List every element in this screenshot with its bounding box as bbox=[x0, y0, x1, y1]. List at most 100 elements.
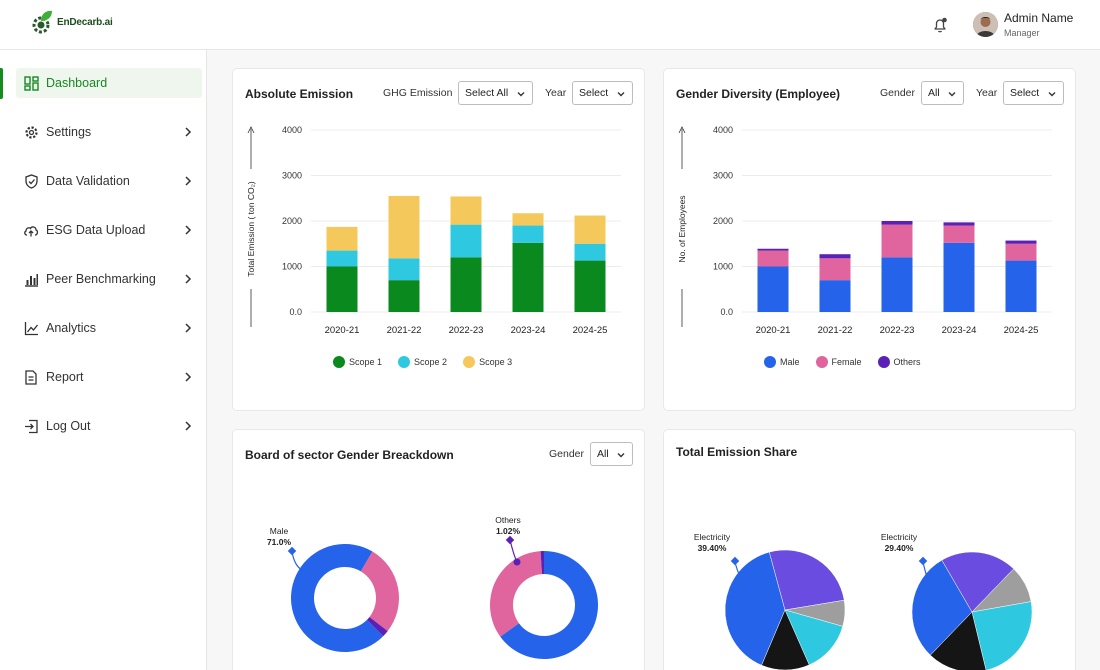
bar-segment-female[interactable] bbox=[819, 258, 851, 281]
chevron-right-icon bbox=[185, 421, 192, 431]
callout-dot bbox=[513, 558, 521, 566]
select-value: All bbox=[928, 87, 940, 99]
sidebar-item-label: ESG Data Upload bbox=[46, 223, 146, 237]
top-header: EnDecarb.ai Admin Name Manager bbox=[0, 0, 1100, 50]
gender-stacked-bar-chart: No. of Employees 0.0 1000 2000 3000 4000 2020-… bbox=[677, 125, 1052, 336]
bar-segment-scope-3[interactable] bbox=[326, 226, 358, 251]
bar-segment-scope-2[interactable] bbox=[450, 224, 482, 258]
bar-segment-others[interactable] bbox=[1005, 240, 1037, 244]
dashboard-icon bbox=[23, 75, 39, 91]
bar-segment-male[interactable] bbox=[819, 280, 851, 312]
x-tick-label: 2023-24 bbox=[511, 325, 546, 336]
callout-label: Electricity bbox=[881, 532, 918, 542]
sidebar-item-esg-data-upload[interactable]: ESG Data Upload bbox=[16, 215, 202, 245]
bar-segment-others[interactable] bbox=[943, 222, 975, 226]
board-gender-breakdown-card: Board of sector Gender Breackdown Gender… bbox=[232, 429, 645, 670]
sidebar-item-data-validation[interactable]: Data Validation bbox=[16, 166, 202, 196]
bar-segment-scope-1[interactable] bbox=[574, 260, 606, 312]
year-select[interactable]: Select bbox=[1003, 81, 1064, 105]
legend-label: Scope 2 bbox=[414, 357, 448, 367]
app-logo[interactable]: EnDecarb.ai bbox=[30, 9, 113, 35]
pie-slice-segment-4[interactable] bbox=[971, 601, 1033, 670]
gender-diversity-card: Gender Diversity (Employee) Gender All Y… bbox=[663, 68, 1076, 411]
pie-slice-male[interactable] bbox=[291, 544, 384, 652]
pie-slice-segment-4[interactable] bbox=[784, 609, 844, 666]
y-axis-arrow-head bbox=[247, 126, 255, 134]
callout-marker bbox=[918, 556, 928, 566]
bar-segment-others[interactable] bbox=[881, 221, 913, 225]
x-tick-label: 2023-24 bbox=[942, 325, 977, 336]
pie-slice-male[interactable] bbox=[500, 551, 598, 659]
pie-slice-segment-2[interactable] bbox=[769, 549, 845, 611]
bar-segment-scope-2[interactable] bbox=[326, 250, 358, 267]
legend-item[interactable]: Male bbox=[764, 356, 800, 368]
bar-segment-female[interactable] bbox=[1005, 243, 1037, 261]
sidebar-item-dashboard[interactable]: Dashboard bbox=[16, 68, 202, 98]
bar-chart-icon bbox=[23, 271, 39, 287]
bar-segment-scope-3[interactable] bbox=[450, 196, 482, 225]
pie-slice-others[interactable] bbox=[366, 617, 388, 637]
pie-slice-electricity[interactable] bbox=[911, 559, 973, 656]
legend-item[interactable]: Scope 3 bbox=[463, 356, 512, 368]
sidebar-item-label: Analytics bbox=[46, 321, 97, 335]
bar-segment-female[interactable] bbox=[757, 250, 789, 267]
bar-segment-scope-1[interactable] bbox=[512, 242, 544, 312]
legend-item[interactable]: Female bbox=[815, 356, 862, 368]
legend-item[interactable]: Scope 2 bbox=[398, 356, 447, 368]
x-tick-label: 2021-22 bbox=[818, 325, 853, 336]
legend-item[interactable]: Scope 1 bbox=[333, 356, 382, 368]
bar-segment-others[interactable] bbox=[757, 248, 789, 251]
bar-segment-scope-1[interactable] bbox=[326, 266, 358, 313]
gender-label: Gender bbox=[549, 448, 585, 460]
gender-select[interactable]: All bbox=[921, 81, 964, 105]
emission-stacked-bar-chart: Total Emission ( ton CO₂) 0.0 1000 2000 3000… bbox=[246, 125, 621, 336]
bar-segment-scope-1[interactable] bbox=[388, 280, 420, 312]
bar-segment-scope-2[interactable] bbox=[512, 225, 544, 243]
gender-select[interactable]: All bbox=[590, 442, 633, 466]
pie-slice-segment-2[interactable] bbox=[941, 551, 1015, 613]
pie-slice-electricity[interactable] bbox=[724, 551, 786, 666]
y-tick-label: 4000 bbox=[282, 125, 302, 135]
pie-slice-others[interactable] bbox=[540, 551, 544, 575]
pie-slice-female[interactable] bbox=[360, 551, 399, 632]
analytics-icon bbox=[23, 320, 39, 336]
chevron-right-icon bbox=[185, 372, 192, 382]
avatar-image bbox=[973, 12, 998, 37]
sidebar-item-log-out[interactable]: Log Out bbox=[16, 411, 202, 441]
chevron-down-icon bbox=[948, 92, 956, 97]
bar-segment-scope-3[interactable] bbox=[512, 213, 544, 226]
active-nav-indicator bbox=[0, 68, 3, 99]
ghg-emission-select[interactable]: Select All bbox=[458, 81, 533, 105]
bar-segment-scope-2[interactable] bbox=[574, 243, 606, 261]
bar-segment-scope-3[interactable] bbox=[388, 195, 420, 259]
user-avatar[interactable] bbox=[973, 12, 998, 37]
y-axis-label: Total Emission ( ton CO₂) bbox=[246, 181, 256, 277]
sidebar-item-settings[interactable]: Settings bbox=[16, 117, 202, 147]
bar-segment-female[interactable] bbox=[881, 224, 913, 258]
select-value: Select bbox=[579, 87, 609, 99]
bar-segment-female[interactable] bbox=[943, 225, 975, 243]
legend-item[interactable]: Others bbox=[877, 356, 921, 368]
bar-segment-male[interactable] bbox=[757, 266, 789, 313]
sidebar-item-analytics[interactable]: Analytics bbox=[16, 313, 202, 343]
pie-slice-female[interactable] bbox=[489, 551, 543, 637]
notification-bell-icon[interactable] bbox=[930, 15, 950, 35]
callout-value: 1.02% bbox=[496, 526, 521, 536]
bar-segment-others[interactable] bbox=[819, 254, 851, 259]
user-name: Admin Name bbox=[1004, 11, 1074, 25]
bar-segment-male[interactable] bbox=[881, 257, 913, 312]
bar-segment-scope-2[interactable] bbox=[388, 258, 420, 281]
bar-segment-male[interactable] bbox=[943, 242, 975, 312]
sidebar-item-peer-benchmarking[interactable]: Peer Benchmarking bbox=[16, 264, 202, 294]
gender-label: Gender bbox=[880, 87, 916, 99]
year-select[interactable]: Select bbox=[572, 81, 633, 105]
sidebar-item-report[interactable]: Report bbox=[16, 362, 202, 392]
bar-segment-male[interactable] bbox=[1005, 260, 1037, 312]
y-tick-label: 1000 bbox=[282, 262, 302, 272]
select-value: Select All bbox=[465, 87, 509, 99]
bar-segment-scope-3[interactable] bbox=[574, 215, 606, 244]
callout-value: 71.0% bbox=[267, 537, 292, 547]
bar-segment-scope-1[interactable] bbox=[450, 257, 482, 312]
legend-label: Scope 3 bbox=[479, 357, 513, 367]
sidebar-item-label: Report bbox=[46, 370, 84, 384]
